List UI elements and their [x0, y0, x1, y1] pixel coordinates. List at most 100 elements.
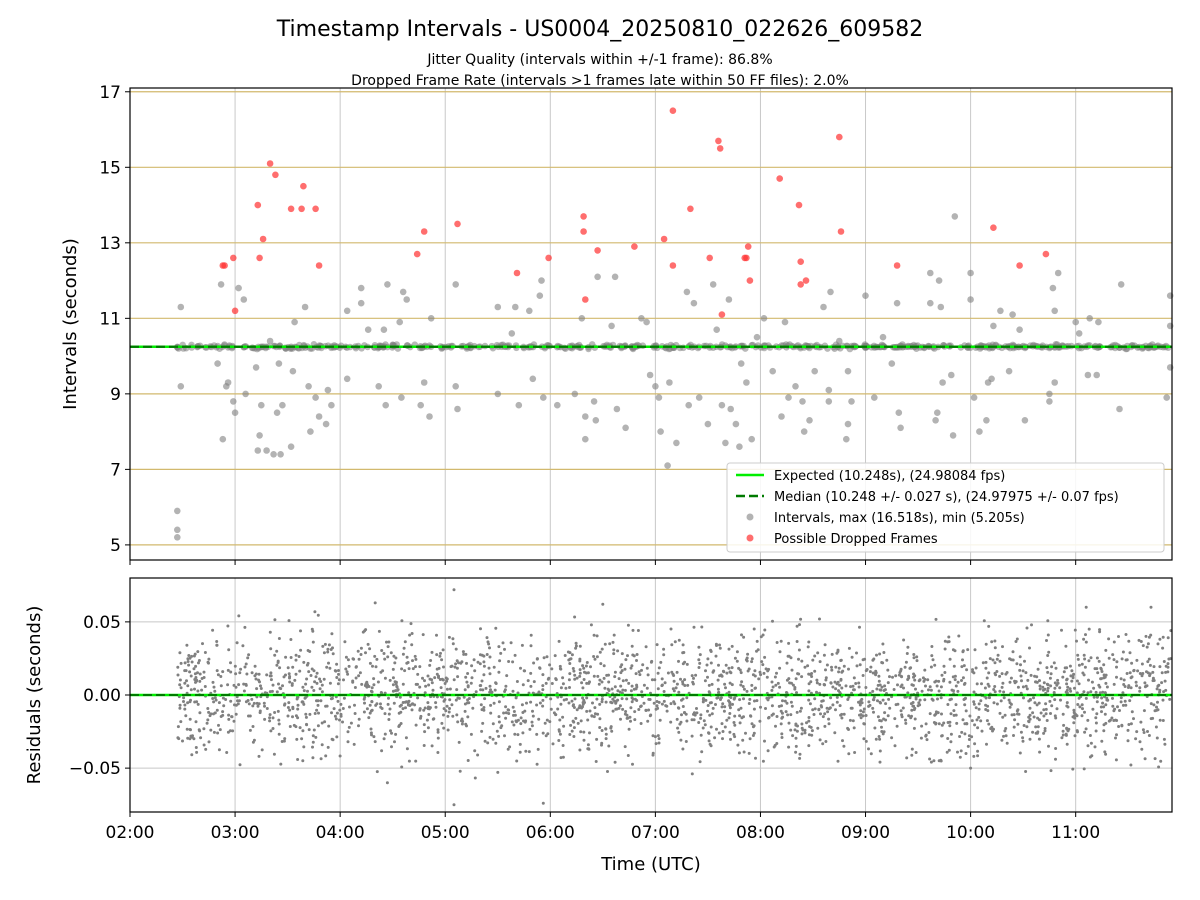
residual-point: [396, 688, 400, 692]
residual-point: [794, 744, 798, 748]
residual-point: [620, 663, 624, 667]
residual-point: [939, 696, 943, 700]
residual-point: [619, 717, 622, 721]
residual-point: [1065, 677, 1069, 681]
residual-point: [213, 696, 217, 700]
residual-point: [320, 743, 324, 747]
residual-point: [335, 662, 339, 666]
residual-point: [755, 639, 759, 643]
residual-point: [867, 700, 871, 704]
residual-point: [446, 728, 450, 732]
residual-point: [195, 678, 199, 682]
residual-point: [1110, 716, 1114, 720]
interval-point: [219, 435, 227, 443]
residual-point: [602, 676, 606, 680]
residual-point: [1082, 767, 1086, 771]
interval-point: [800, 428, 808, 435]
residual-point: [364, 651, 367, 655]
residual-point: [320, 721, 324, 725]
residual-point: [198, 679, 202, 683]
residual-point: [535, 657, 539, 661]
residual-point: [915, 655, 919, 659]
residual-point: [957, 634, 961, 638]
residual-point: [813, 654, 817, 658]
residual-point: [901, 706, 905, 710]
residual-point: [600, 700, 604, 704]
residual-point: [1151, 679, 1155, 683]
residual-point: [1104, 681, 1108, 685]
residual-point: [330, 696, 334, 700]
residual-point: [995, 702, 999, 706]
residual-point: [1141, 728, 1145, 732]
residual-point: [592, 655, 596, 658]
residual-point: [480, 679, 484, 683]
residual-point: [437, 674, 440, 678]
residual-point: [848, 718, 852, 722]
residual-point: [1035, 703, 1039, 707]
residual-point: [607, 689, 611, 692]
interval-point: [508, 330, 516, 337]
residual-point: [940, 734, 944, 738]
residual-point: [1053, 714, 1057, 718]
residual-point: [878, 652, 882, 656]
legend-dropped-label: Possible Dropped Frames: [774, 532, 938, 547]
interval-point: [843, 435, 850, 443]
residual-point: [879, 701, 882, 705]
residual-point: [872, 695, 876, 699]
residual-point: [1136, 669, 1140, 673]
residual-point: [594, 760, 598, 763]
residual-point: [815, 678, 819, 682]
residual-point: [254, 677, 258, 681]
residual-point: [795, 624, 799, 628]
residual-point: [1115, 675, 1118, 679]
residual-point: [541, 801, 545, 805]
interval-point: [343, 375, 351, 383]
residual-point: [875, 687, 879, 691]
residual-point: [1076, 703, 1080, 706]
residual-point: [1038, 684, 1042, 688]
residual-point: [692, 718, 696, 722]
interval-point: [655, 394, 663, 401]
residual-point: [899, 685, 903, 689]
residual-point: [407, 667, 411, 671]
residual-point: [339, 714, 343, 718]
residual-point: [582, 666, 586, 670]
residual-point: [824, 668, 827, 672]
residual-point: [1147, 657, 1151, 661]
residual-point: [185, 643, 189, 647]
residual-point: [1077, 682, 1081, 686]
residual-point: [260, 748, 264, 752]
residual-point: [912, 653, 916, 656]
residual-point: [492, 701, 496, 705]
residual-point: [987, 696, 991, 699]
residual-point: [382, 652, 386, 655]
interval-point: [871, 394, 878, 401]
dropped-frame-point: [743, 254, 750, 262]
residual-point: [618, 704, 622, 708]
residual-point: [227, 717, 231, 721]
residual-point: [338, 754, 342, 758]
residual-point: [1105, 685, 1109, 689]
residual-point: [502, 711, 506, 715]
residual-point: [754, 756, 757, 760]
residual-point: [311, 756, 315, 760]
residual-point: [627, 681, 631, 685]
residual-point: [201, 642, 204, 646]
residual-point: [323, 642, 327, 646]
residual-point: [296, 716, 300, 720]
residual-point: [813, 707, 817, 711]
residual-point: [972, 702, 976, 706]
residual-point: [993, 671, 997, 675]
interval-point: [646, 371, 654, 379]
residual-point: [715, 727, 718, 731]
residual-point: [770, 688, 774, 692]
residual-point: [612, 633, 616, 637]
residual-point: [562, 724, 566, 728]
dropped-frame-point: [312, 205, 319, 213]
residual-point: [424, 684, 428, 688]
residual-point: [735, 659, 739, 663]
residual-point: [247, 653, 251, 657]
residual-point: [370, 708, 374, 712]
residual-point: [930, 654, 934, 658]
